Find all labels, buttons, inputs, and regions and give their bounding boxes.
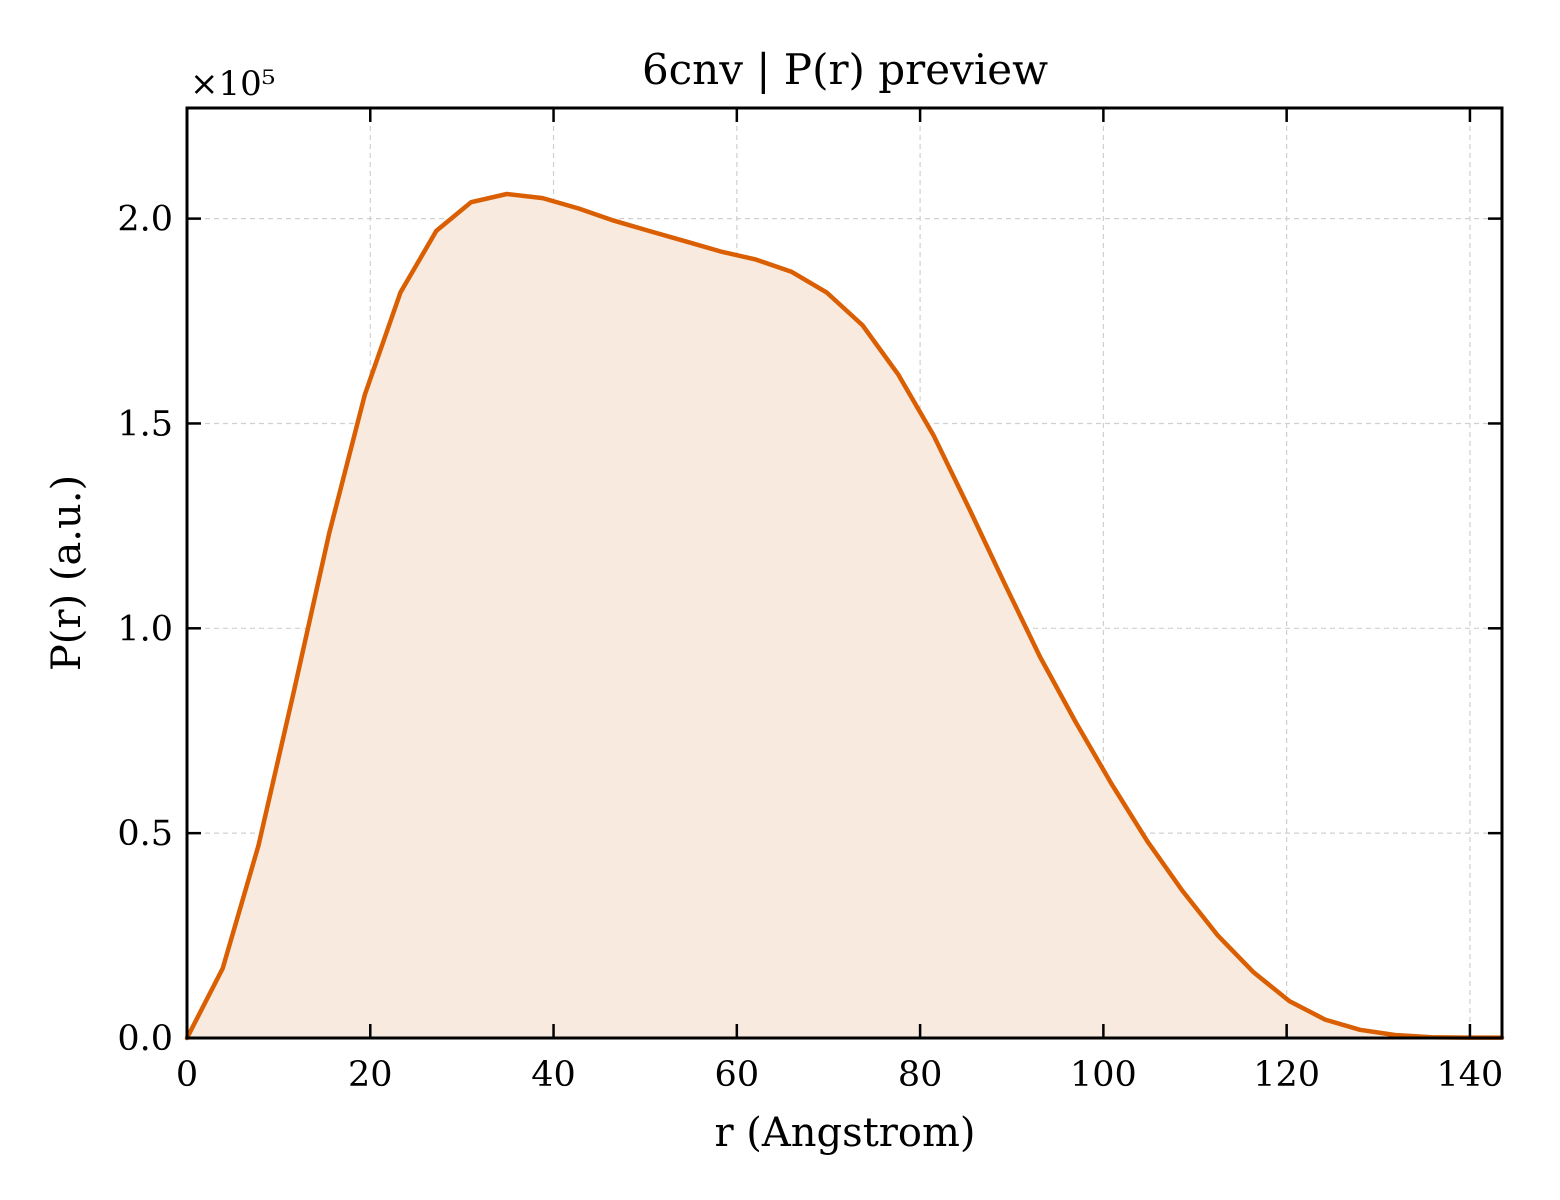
x-tick-label: 140: [1437, 1055, 1504, 1095]
x-tick-label: 100: [1070, 1055, 1137, 1095]
x-tick-label: 0: [176, 1055, 198, 1095]
y-axis-label: P(r) (a.u.): [44, 475, 90, 671]
y-scale-multiplier: ×10⁵: [190, 64, 275, 104]
y-tick-label: 1.5: [117, 404, 173, 444]
tick-layer: 0 20 40 60 80 100 120 140 0.0 0.5 1.0 1.5 2.0: [117, 108, 1503, 1095]
y-tick-label: 0.5: [117, 814, 173, 854]
x-tick-label: 80: [898, 1055, 943, 1095]
y-tick-label: 2.0: [117, 200, 173, 240]
x-tick-label: 20: [348, 1055, 393, 1095]
pr-area-fill: [187, 194, 1502, 1038]
plot-frame: [185, 106, 1504, 1040]
pr-series-line: [184, 191, 1505, 1041]
x-tick-label: 40: [531, 1055, 576, 1095]
x-axis-label: r (Angstrom): [714, 1110, 975, 1156]
chart-title: 6cnv | P(r) preview: [642, 45, 1048, 94]
y-tick-label: 0.0: [117, 1019, 173, 1059]
x-tick-label: 120: [1253, 1055, 1320, 1095]
y-tick-label: 1.0: [117, 609, 173, 649]
x-tick-label: 60: [715, 1055, 760, 1095]
